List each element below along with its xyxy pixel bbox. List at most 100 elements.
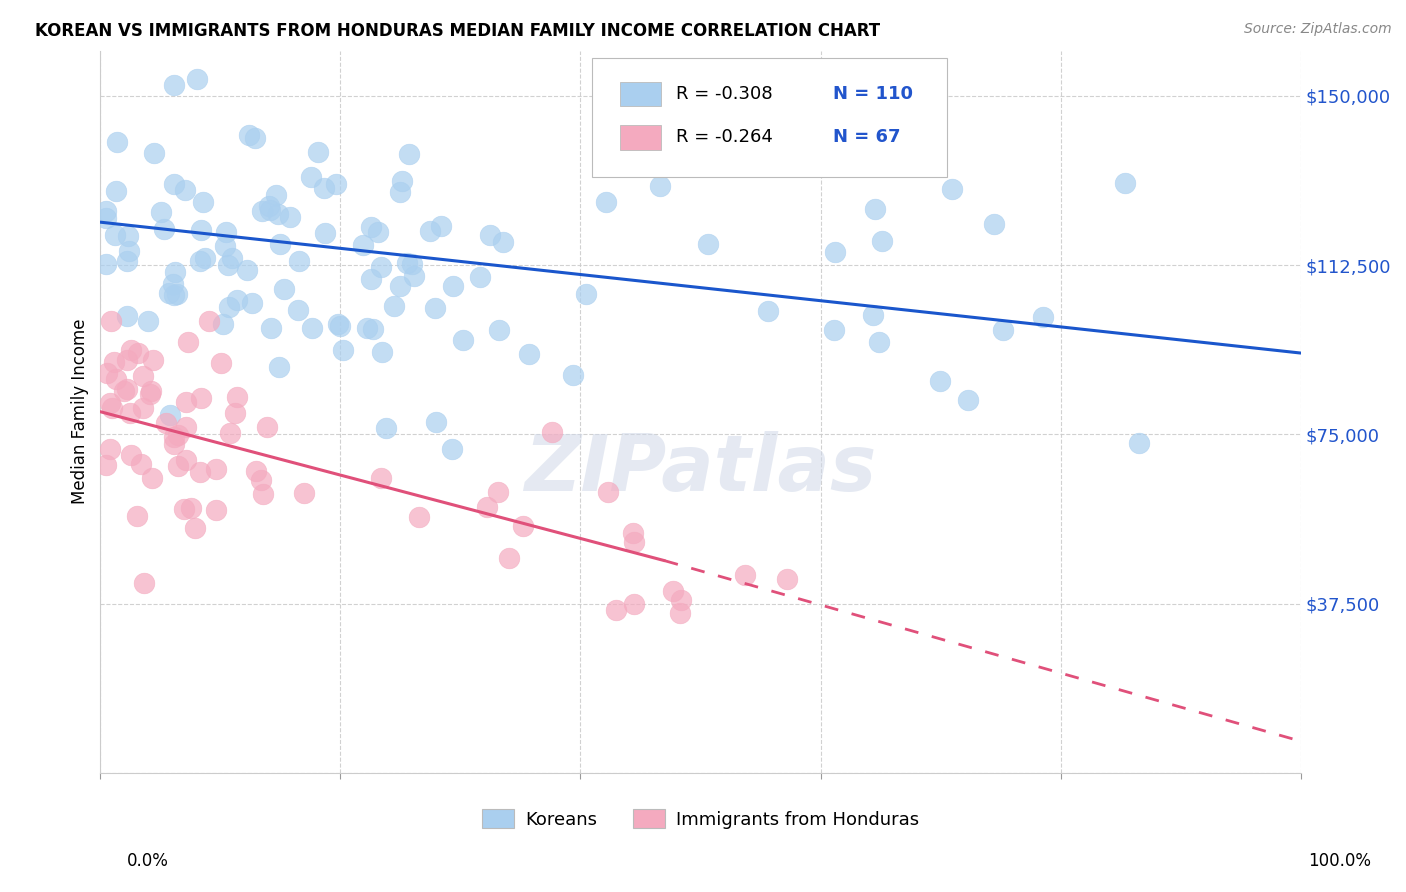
Point xyxy=(398,147,420,161)
Point xyxy=(260,321,283,335)
Point xyxy=(389,279,412,293)
Point xyxy=(512,519,534,533)
Point xyxy=(96,211,118,226)
Point xyxy=(191,195,214,210)
Point xyxy=(243,131,266,145)
Point xyxy=(98,396,121,410)
Point xyxy=(101,401,124,416)
Point xyxy=(117,382,139,396)
Point xyxy=(96,257,118,271)
Point xyxy=(648,178,671,193)
Point xyxy=(98,442,121,456)
Point xyxy=(117,352,139,367)
Point xyxy=(120,448,142,462)
Point xyxy=(361,322,384,336)
Point xyxy=(120,343,142,357)
Point xyxy=(269,236,291,251)
Point xyxy=(129,457,152,471)
Point xyxy=(301,321,323,335)
Point xyxy=(352,238,374,252)
Point xyxy=(165,265,187,279)
Point xyxy=(180,501,202,516)
Legend: Koreans, Immigrants from Honduras: Koreans, Immigrants from Honduras xyxy=(474,802,927,836)
Point xyxy=(360,219,382,234)
Point xyxy=(267,360,290,375)
Point xyxy=(1114,176,1136,190)
Point xyxy=(669,606,692,620)
Point xyxy=(734,568,756,582)
Point xyxy=(177,335,200,350)
Point xyxy=(367,225,389,239)
Point xyxy=(1032,310,1054,325)
Point xyxy=(250,203,273,218)
Point xyxy=(252,487,274,501)
Point xyxy=(211,356,233,370)
Point xyxy=(332,343,354,358)
Point xyxy=(100,314,122,328)
Point xyxy=(118,407,141,421)
Point xyxy=(162,437,184,451)
Point xyxy=(115,309,138,323)
Point xyxy=(250,473,273,487)
Point xyxy=(173,502,195,516)
Point xyxy=(326,317,349,331)
Point xyxy=(486,485,509,500)
Point xyxy=(287,302,309,317)
Point xyxy=(139,384,162,398)
Point xyxy=(598,484,620,499)
Point xyxy=(257,199,280,213)
Point xyxy=(389,186,412,200)
Point xyxy=(374,421,396,435)
Point xyxy=(623,597,645,611)
Point xyxy=(117,229,139,244)
Point xyxy=(823,323,845,337)
Text: Source: ZipAtlas.com: Source: ZipAtlas.com xyxy=(1244,22,1392,37)
Point xyxy=(541,425,564,439)
Y-axis label: Median Family Income: Median Family Income xyxy=(72,319,89,505)
Point xyxy=(662,584,685,599)
Point xyxy=(152,222,174,236)
Point xyxy=(205,503,228,517)
Point xyxy=(155,416,177,430)
Point xyxy=(167,458,190,473)
Point xyxy=(132,368,155,383)
Point xyxy=(928,374,950,388)
Text: R = -0.308: R = -0.308 xyxy=(676,85,773,103)
Point xyxy=(134,576,156,591)
Point xyxy=(132,401,155,415)
Point xyxy=(575,286,598,301)
Point xyxy=(356,321,378,335)
Point xyxy=(176,420,198,434)
Point xyxy=(240,295,263,310)
Point xyxy=(214,239,236,253)
Point xyxy=(408,510,430,524)
Point xyxy=(215,225,238,239)
Point xyxy=(141,471,163,485)
Point xyxy=(219,426,242,441)
Point xyxy=(605,602,627,616)
Point xyxy=(451,333,474,347)
Point xyxy=(844,109,866,123)
Point xyxy=(863,202,886,216)
Point xyxy=(190,391,212,405)
Point xyxy=(96,366,118,380)
Point xyxy=(621,525,644,540)
Point xyxy=(441,278,464,293)
Text: R = -0.264: R = -0.264 xyxy=(676,128,773,146)
Point xyxy=(756,304,779,318)
Point xyxy=(468,270,491,285)
FancyBboxPatch shape xyxy=(620,82,661,106)
Point xyxy=(105,135,128,149)
Point xyxy=(697,237,720,252)
Point xyxy=(226,390,249,404)
Point xyxy=(292,485,315,500)
Point xyxy=(212,318,235,332)
Point xyxy=(235,262,257,277)
Point xyxy=(440,442,463,456)
Point xyxy=(776,573,799,587)
Point xyxy=(190,465,212,479)
Point xyxy=(163,78,186,92)
Point xyxy=(278,210,301,224)
Point xyxy=(163,430,186,444)
Point xyxy=(218,300,240,314)
